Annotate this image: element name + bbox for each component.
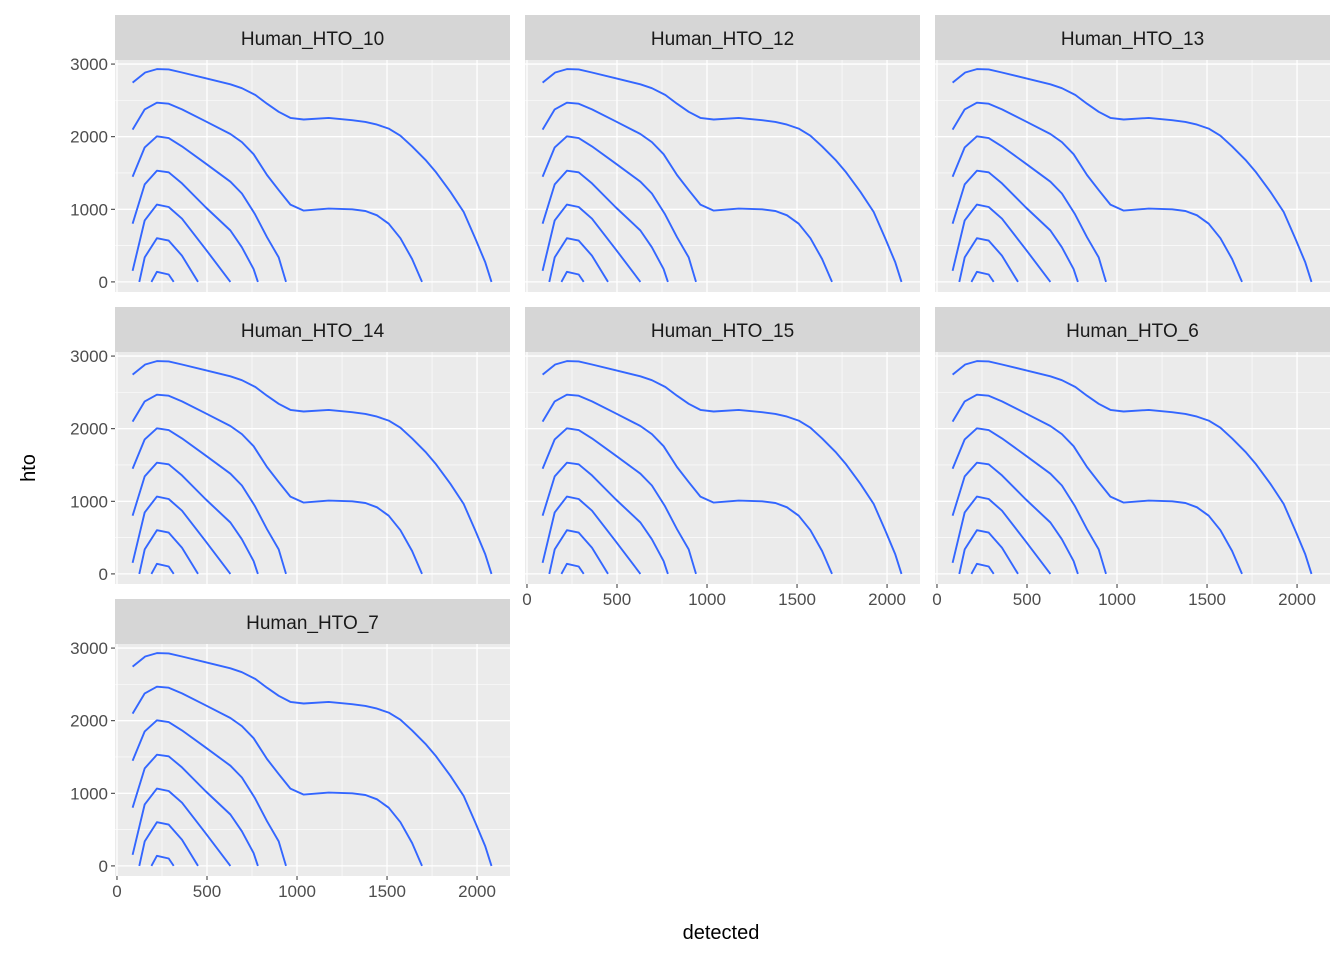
y-tick-label: 0 [99,273,108,292]
contour-line [541,101,833,283]
contour-line [542,68,903,283]
facet-strip-label: Human_HTO_10 [241,29,384,50]
contour-line [150,854,175,867]
x-tick-label: 0 [112,882,121,901]
contour-line [131,753,259,867]
contour-line [132,360,493,575]
contour-line [958,237,1019,283]
contour-line [542,360,903,575]
contour-line [541,169,669,283]
contour-line [150,270,175,283]
contour-line [132,68,493,283]
y-tick-label: 1000 [70,492,108,511]
contour-line [970,562,995,575]
contour-line [541,427,697,575]
facet-strip [525,15,920,60]
facet-strip-label: Human_HTO_7 [246,613,379,634]
contour-line [131,135,287,283]
facet-strip [115,599,510,644]
contour-line [951,495,1052,575]
x-tick-label: 1000 [688,590,726,609]
contour-line [951,393,1243,575]
x-tick-label: 500 [193,882,221,901]
y-tick-label: 3000 [70,639,108,658]
facet-strip [525,307,920,352]
y-tick-label: 0 [99,857,108,876]
x-tick-label: 500 [603,590,631,609]
contour-line [952,68,1313,283]
facet-strip-label: Human_HTO_15 [651,321,794,342]
x-tick-label: 2000 [458,882,496,901]
x-tick-label: 0 [932,590,941,609]
x-tick-label: 1500 [778,590,816,609]
contour-line [951,169,1079,283]
contour-line [958,529,1019,575]
y-axis-label: hto [18,454,40,482]
contour-line [951,135,1107,283]
contour-line [970,270,995,283]
contour-line [560,562,585,575]
x-tick-label: 1000 [1098,590,1136,609]
facet-strip-label: Human_HTO_6 [1066,321,1199,342]
facet-strip [935,307,1330,352]
contour-line [951,101,1243,283]
facet-strip-label: Human_HTO_12 [651,29,794,50]
contour-line [131,101,423,283]
x-tick-label: 2000 [868,590,906,609]
contour-line [131,685,423,867]
contour-line [952,360,1313,575]
contour-line [131,203,232,283]
contour-line [560,270,585,283]
y-tick-label: 2000 [70,128,108,147]
contour-line [541,461,669,575]
contour-line [951,427,1107,575]
y-tick-label: 2000 [70,712,108,731]
contour-line [150,562,175,575]
contour-line [131,719,287,867]
y-tick-label: 0 [99,565,108,584]
x-tick-label: 1500 [368,882,406,901]
y-tick-label: 1000 [70,784,108,803]
x-tick-label: 0 [522,590,531,609]
x-tick-label: 1500 [1188,590,1226,609]
facet-strip [115,15,510,60]
contour-line [541,203,642,283]
contour-line [548,529,609,575]
x-tick-label: 2000 [1278,590,1316,609]
contour-line [131,169,259,283]
x-tick-label: 500 [1013,590,1041,609]
y-tick-label: 2000 [70,420,108,439]
contour-line [541,393,833,575]
contour-line [131,787,232,867]
y-tick-label: 1000 [70,200,108,219]
contour-line [951,203,1052,283]
y-tick-label: 3000 [70,347,108,366]
facet-strip-label: Human_HTO_13 [1061,29,1204,50]
contour-line [131,495,232,575]
x-axis-label: detected [683,922,760,944]
x-tick-label: 1000 [278,882,316,901]
facet-strip-label: Human_HTO_14 [241,321,385,342]
contour-line [951,461,1079,575]
contour-line [138,821,199,867]
contour-line [541,135,697,283]
contour-line [131,427,287,575]
contour-line [138,237,199,283]
y-tick-label: 3000 [70,55,108,74]
contour-line [131,393,423,575]
contour-line [138,529,199,575]
facet-strip [935,15,1330,60]
contour-line [548,237,609,283]
contour-line [541,495,642,575]
contour-line [131,461,259,575]
contour-line [132,652,493,867]
facet-strip [115,307,510,352]
